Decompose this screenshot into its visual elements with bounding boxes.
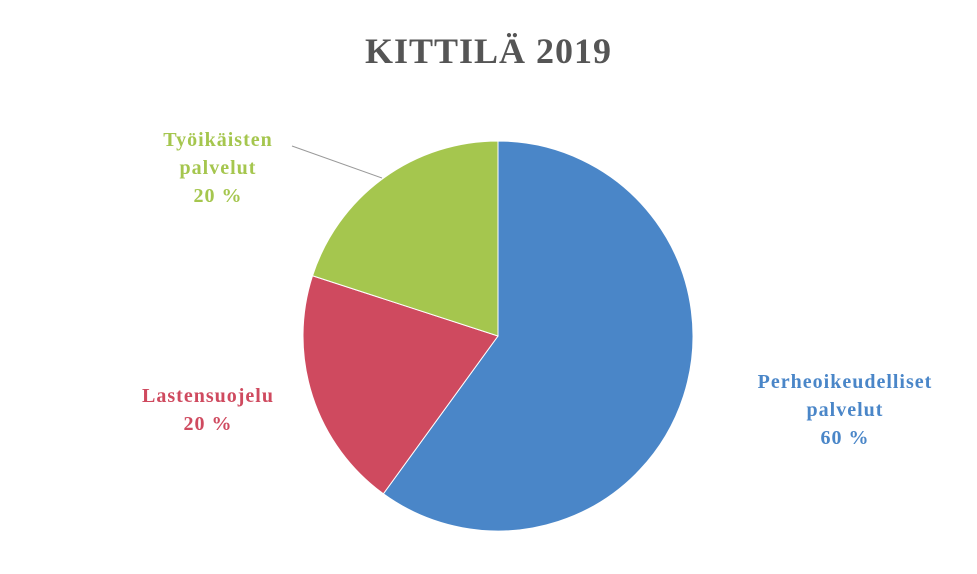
value-label: 20 % <box>183 413 233 435</box>
value-label: 60 % <box>820 427 870 449</box>
leader-line <box>291 145 383 179</box>
category-label: Työikäisten palvelut <box>163 129 273 179</box>
pie-slice <box>382 140 694 532</box>
chart-title: KITTILÄ 2019 <box>364 31 613 71</box>
slice-label: Lastensuojelu 20 % <box>108 382 308 438</box>
slice-label: Työikäisten palvelut 20 % <box>148 126 288 210</box>
category-label: Lastensuojelu <box>142 385 274 407</box>
slice-label: Perheoikeudelliset palvelut 60 % <box>740 368 950 452</box>
pie-slice <box>311 140 499 337</box>
pie-slice <box>302 275 499 495</box>
category-label: Perheoikeudelliset palvelut <box>757 371 933 421</box>
value-label: 20 % <box>193 185 243 207</box>
